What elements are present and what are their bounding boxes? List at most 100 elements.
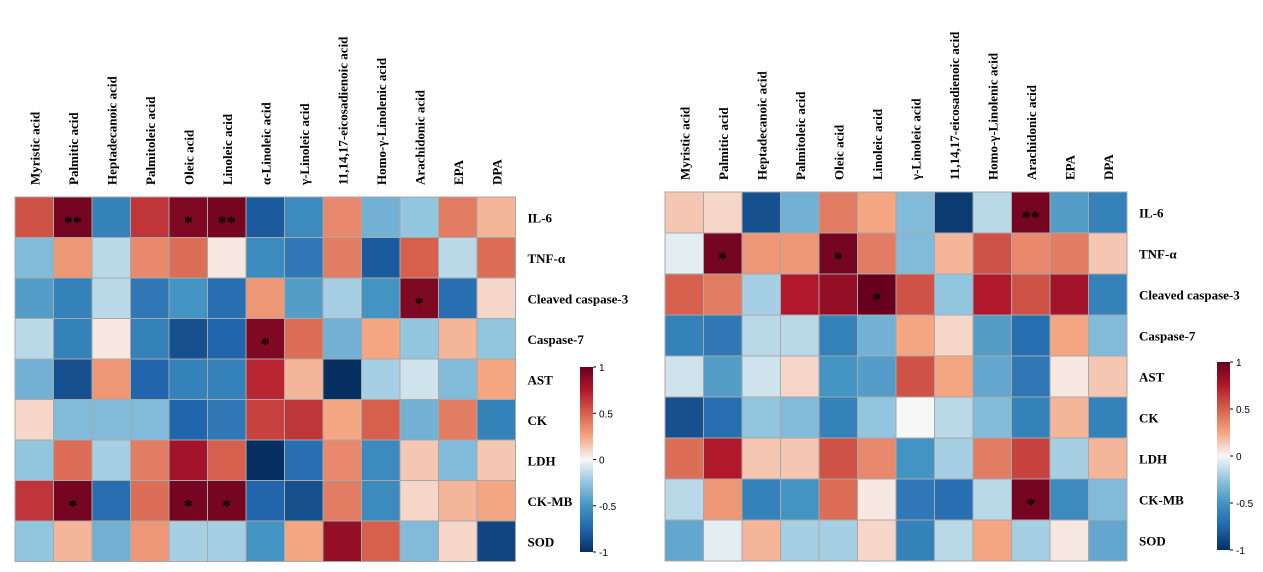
heatmap-cell-r0-c2 — [91, 196, 131, 238]
column-label: DPA — [489, 159, 504, 185]
heatmap-cell-r0-c9 — [1011, 191, 1051, 234]
row-label: AST — [1139, 370, 1165, 385]
heatmap-cell-r1-c10 — [399, 237, 439, 279]
heatmap-cell-r1-c0 — [664, 232, 704, 275]
heatmap-cell-r1-c11 — [438, 237, 478, 279]
heatmap-cell-r5-c5 — [207, 399, 247, 441]
heatmap-cell-r5-c12 — [476, 399, 516, 441]
heatmap-cell-r4-c0 — [664, 355, 704, 398]
heatmap-cell-r3-c0 — [14, 318, 54, 360]
heatmap-cell-r8-c12 — [476, 520, 516, 562]
heatmap-cell-r6-c1 — [53, 439, 93, 481]
row-label: IL-6 — [1139, 206, 1164, 221]
heatmap-cell-r2-c11 — [1088, 273, 1128, 316]
heatmap-cell-r7-c1 — [53, 480, 93, 522]
heatmap-cell-r3-c9 — [361, 318, 401, 360]
heatmap-cell-r1-c9 — [1011, 232, 1051, 275]
heatmap-cell-r1-c7 — [284, 237, 324, 279]
heatmap-cell-r7-c9 — [1011, 478, 1051, 521]
heatmap-cell-r0-c7 — [284, 196, 324, 238]
heatmap-cell-r6-c8 — [322, 439, 362, 481]
heatmap-cell-r0-c8 — [322, 196, 362, 238]
heatmap-cell-r6-c3 — [780, 437, 820, 480]
row-label: CK-MB — [528, 494, 573, 509]
heatmap-cell-r4-c1 — [703, 355, 743, 398]
heatmap-cell-r0-c11 — [1088, 191, 1128, 234]
heatmap-cell-r5-c8 — [972, 396, 1012, 439]
heatmap-cell-r4-c8 — [322, 358, 362, 400]
heatmap-cell-r4-c5 — [207, 358, 247, 400]
heatmap-cell-r5-c6 — [895, 396, 935, 439]
heatmap-cell-r5-c10 — [399, 399, 439, 441]
row-label: Cleaved caspase-3 — [528, 291, 629, 306]
heatmap-cell-r0-c3 — [780, 191, 820, 234]
heatmap-cell-r2-c5 — [207, 277, 247, 319]
heatmap-cell-r5-c9 — [361, 399, 401, 441]
heatmap-cell-r2-c2 — [741, 273, 781, 316]
left-heatmap-panel: ** * ***** * *Myristic acid Palmitic acid Hept… — [14, 36, 629, 562]
heatmap-cell-r7-c6 — [895, 478, 935, 521]
significance-marker: ** — [218, 212, 236, 232]
heatmap-cell-r2-c1 — [703, 273, 743, 316]
heatmap-cell-r4-c3 — [130, 358, 170, 400]
heatmap-cell-r5-c7 — [284, 399, 324, 441]
column-label: 11,14,17-eicosadienoic acid — [335, 36, 350, 185]
heatmap-cell-r1-c0 — [14, 237, 54, 279]
heatmap-cell-r7-c10 — [1049, 478, 1089, 521]
heatmap-cell-r5-c6 — [245, 399, 285, 441]
heatmap-cell-r0-c4 — [168, 196, 208, 238]
heatmap-cell-r1-c3 — [780, 232, 820, 275]
heatmap-cell-r8-c7 — [284, 520, 324, 562]
heatmap-cell-r6-c9 — [361, 439, 401, 481]
heatmap-cell-r3-c0 — [664, 314, 704, 357]
heatmap-cell-r3-c10 — [1049, 314, 1089, 357]
colorbar-tick-label: -0.5 — [599, 502, 617, 513]
heatmap-cell-r4-c7 — [284, 358, 324, 400]
row-label: TNF-α — [1139, 247, 1177, 262]
heatmap-cell-r3-c6 — [895, 314, 935, 357]
heatmap-cell-r1-c5 — [207, 237, 247, 279]
heatmap-cell-r2-c11 — [438, 277, 478, 319]
column-label: Homo-γ-Linolenic acid — [985, 52, 1000, 180]
significance-marker: * — [872, 290, 881, 310]
colorbar-tick-label: -1 — [1236, 546, 1245, 557]
heatmap-cell-r0-c1 — [53, 196, 93, 238]
heatmap-cell-r7-c4 — [818, 478, 858, 521]
heatmap-cell-r1-c4 — [818, 232, 858, 275]
heatmap-cell-r1-c6 — [895, 232, 935, 275]
heatmap-cell-r2-c0 — [664, 273, 704, 316]
heatmap-cell-r8-c6 — [895, 519, 935, 562]
column-label: Homo-γ-Linolenic acid — [374, 57, 389, 185]
heatmap-cell-r1-c2 — [91, 237, 131, 279]
heatmap-cell-r6-c10 — [399, 439, 439, 481]
heatmap-cell-r2-c6 — [245, 277, 285, 319]
heatmap-cell-r3-c12 — [476, 318, 516, 360]
heatmap-cell-r8-c5 — [207, 520, 247, 562]
heatmap-cell-r3-c11 — [438, 318, 478, 360]
colorbar-tick-label: 0.5 — [599, 409, 613, 420]
heatmap-cell-r8-c4 — [168, 520, 208, 562]
heatmap-cell-r6-c1 — [703, 437, 743, 480]
heatmap-cell-r7-c7 — [284, 480, 324, 522]
heatmap-cell-r0-c2 — [741, 191, 781, 234]
significance-marker: * — [834, 249, 843, 269]
heatmap-cell-r8-c11 — [438, 520, 478, 562]
heatmap-cell-r0-c9 — [361, 196, 401, 238]
heatmap-cell-r6-c5 — [857, 437, 897, 480]
column-label: 11,14,17-eicosadienoic acid — [947, 31, 962, 180]
significance-marker: * — [184, 212, 193, 232]
heatmap-cell-r1-c8 — [322, 237, 362, 279]
heatmap-cell-r4-c4 — [168, 358, 208, 400]
heatmap-cell-r5-c11 — [1088, 396, 1128, 439]
heatmap-cell-r2-c9 — [361, 277, 401, 319]
heatmap-cell-r6-c0 — [664, 437, 704, 480]
row-label: IL-6 — [528, 210, 553, 225]
heatmap-cell-r6-c6 — [895, 437, 935, 480]
heatmap-cell-r0-c7 — [934, 191, 974, 234]
heatmap-cell-r6-c4 — [168, 439, 208, 481]
colorbar-tick-label: 0 — [1236, 452, 1242, 463]
heatmap-cell-r0-c10 — [399, 196, 439, 238]
heatmap-cell-r3-c1 — [53, 318, 93, 360]
heatmap-cell-r1-c7 — [934, 232, 974, 275]
